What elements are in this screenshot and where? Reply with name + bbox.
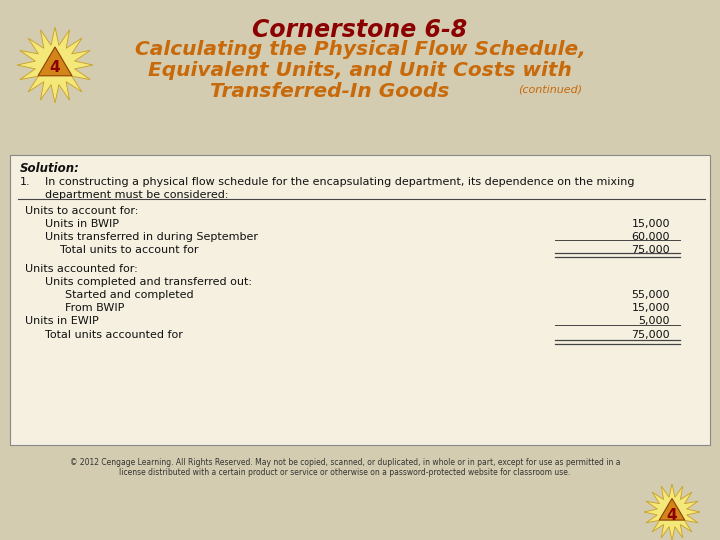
Text: Units transferred in during September: Units transferred in during September (45, 232, 258, 242)
Polygon shape (17, 27, 93, 103)
Text: 75,000: 75,000 (631, 245, 670, 255)
Text: Started and completed: Started and completed (65, 290, 194, 300)
Text: Units to account for:: Units to account for: (25, 206, 138, 216)
Text: 5,000: 5,000 (639, 316, 670, 326)
Text: 55,000: 55,000 (631, 290, 670, 300)
Polygon shape (38, 47, 72, 76)
Polygon shape (644, 484, 700, 540)
Text: Cornerstone 6-8: Cornerstone 6-8 (253, 18, 467, 42)
Text: Total units accounted for: Total units accounted for (45, 330, 183, 340)
Text: Equivalent Units, and Unit Costs with: Equivalent Units, and Unit Costs with (148, 61, 572, 80)
Text: Units in BWIP: Units in BWIP (45, 219, 119, 229)
Text: Transferred-In Goods: Transferred-In Goods (210, 82, 450, 101)
Text: © 2012 Cengage Learning. All Rights Reserved. May not be copied, scanned, or dup: © 2012 Cengage Learning. All Rights Rese… (70, 458, 620, 467)
Text: department must be considered:: department must be considered: (45, 190, 228, 200)
Text: license distributed with a certain product or service or otherwise on a password: license distributed with a certain produ… (120, 468, 571, 477)
Text: 15,000: 15,000 (631, 219, 670, 229)
Text: Solution:: Solution: (20, 162, 80, 175)
Text: 15,000: 15,000 (631, 303, 670, 313)
Text: Units accounted for:: Units accounted for: (25, 264, 138, 274)
Text: 4: 4 (667, 508, 678, 523)
Text: Units in EWIP: Units in EWIP (25, 316, 99, 326)
FancyBboxPatch shape (10, 155, 710, 445)
Text: 60,000: 60,000 (631, 232, 670, 242)
Text: From BWIP: From BWIP (65, 303, 125, 313)
Text: (continued): (continued) (518, 84, 582, 94)
Text: Total units to account for: Total units to account for (60, 245, 199, 255)
Text: 4: 4 (50, 60, 60, 76)
Text: In constructing a physical flow schedule for the encapsulating department, its d: In constructing a physical flow schedule… (45, 177, 634, 187)
Polygon shape (660, 498, 685, 520)
Text: Calculating the Physical Flow Schedule,: Calculating the Physical Flow Schedule, (135, 40, 585, 59)
Text: 75,000: 75,000 (631, 330, 670, 340)
Text: 1.: 1. (20, 177, 31, 187)
Text: Units completed and transferred out:: Units completed and transferred out: (45, 277, 252, 287)
